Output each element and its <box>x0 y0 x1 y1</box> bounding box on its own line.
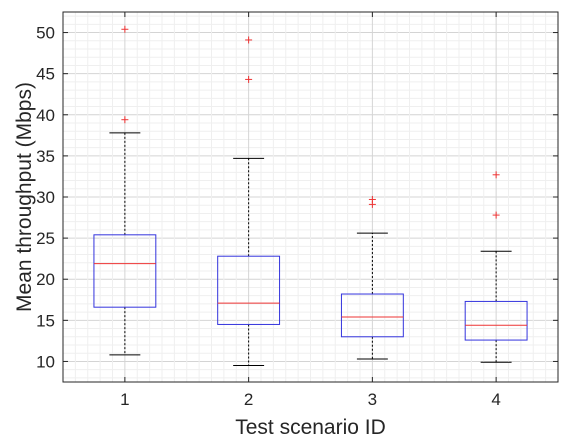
box-plots <box>93 25 528 367</box>
y-tick-label: 30 <box>36 188 55 207</box>
box-plot-1 <box>93 25 157 356</box>
outlier-marker <box>368 195 376 203</box>
outlier-marker <box>492 171 500 179</box>
x-tick-label: 4 <box>491 390 500 409</box>
y-tick-label: 15 <box>36 311 55 330</box>
x-tick-label: 1 <box>120 390 129 409</box>
iqr-box <box>464 300 528 341</box>
y-tick-label: 40 <box>36 106 55 125</box>
outlier-marker <box>245 36 253 44</box>
box-plot-4 <box>464 171 528 363</box>
outlier-marker <box>121 25 129 33</box>
outlier-marker <box>245 75 253 83</box>
iqr-box <box>340 293 404 338</box>
grid <box>62 12 559 382</box>
y-axis-label: Mean throughput (Mbps) <box>13 82 36 312</box>
outlier-marker <box>492 211 500 219</box>
box-plot-3 <box>340 195 404 360</box>
y-tick-label: 50 <box>36 24 55 43</box>
x-tick-label: 3 <box>368 390 377 409</box>
outlier-marker <box>121 116 129 124</box>
y-tick-label: 25 <box>36 229 55 248</box>
y-tick-label: 20 <box>36 270 55 289</box>
y-tick-label: 45 <box>36 65 55 84</box>
iqr-box <box>217 255 281 325</box>
y-tick-label: 35 <box>36 147 55 166</box>
x-tick-label: 2 <box>244 390 253 409</box>
x-axis-label: Test scenario ID <box>235 416 386 439</box>
iqr-box <box>93 234 157 308</box>
box-plot-2 <box>217 36 281 367</box>
axis-ticks: 10 15 20 25 30 35 40 45 50 1 2 3 4 <box>36 12 558 409</box>
y-tick-label: 10 <box>36 352 55 371</box>
